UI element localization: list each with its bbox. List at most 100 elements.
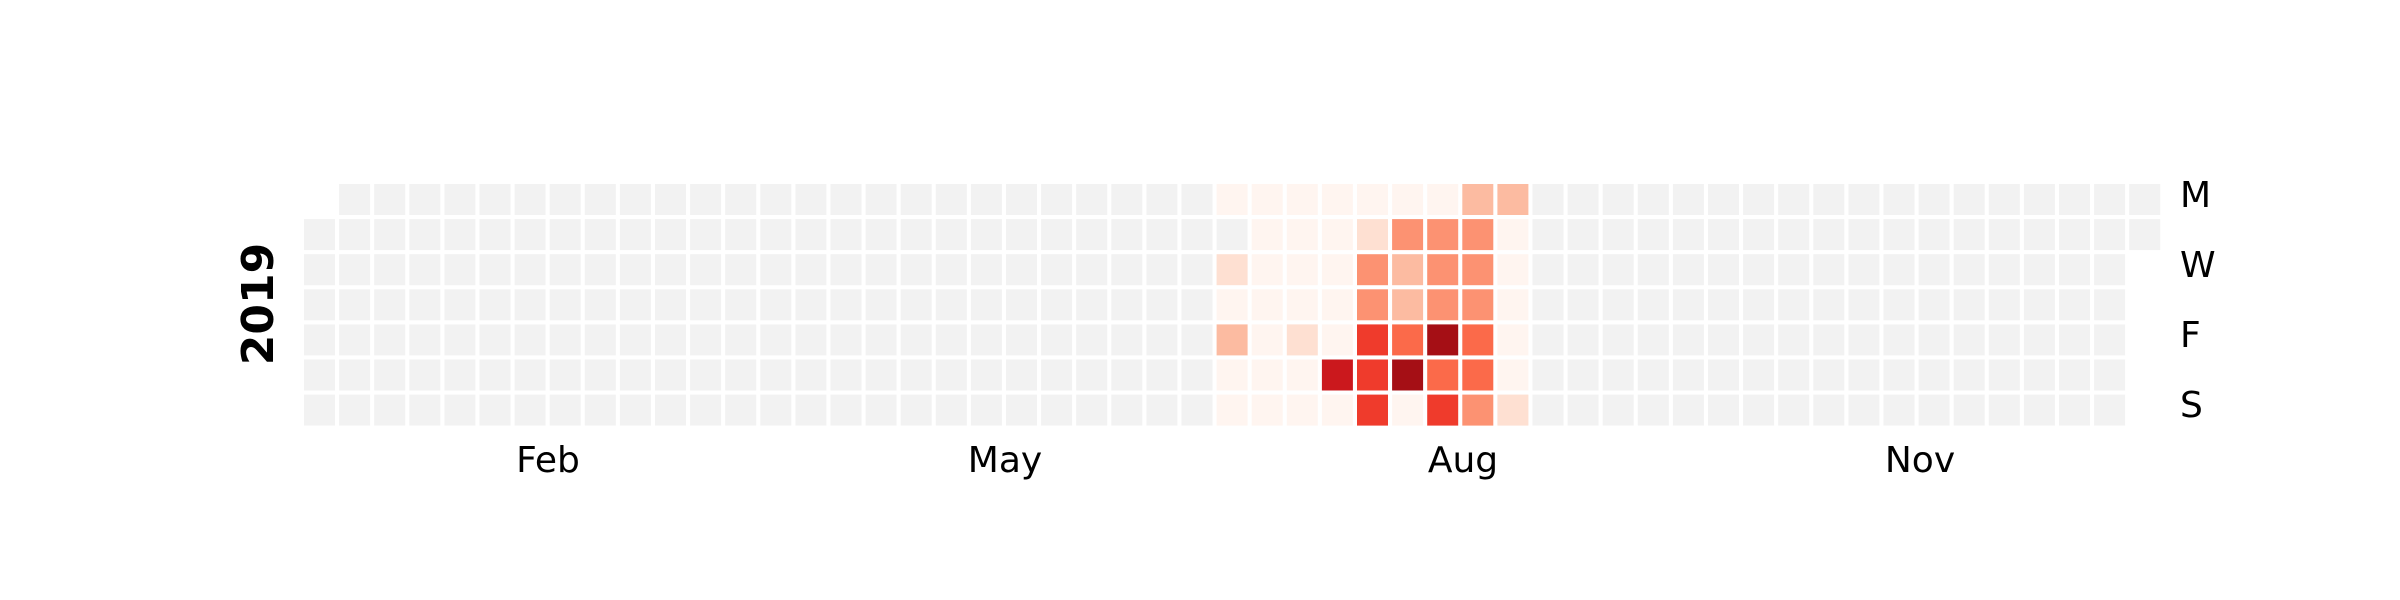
day-cell: [304, 219, 335, 250]
day-cell: [1638, 219, 1669, 250]
day-cell: [1848, 395, 1879, 426]
day-cell: [1076, 254, 1107, 285]
day-cell: [1919, 324, 1950, 355]
day-cell: [1006, 184, 1037, 215]
day-cell: [795, 254, 826, 285]
day-cell: [936, 360, 967, 391]
day-cell: [585, 219, 616, 250]
day-cell: [1989, 289, 2020, 320]
day-cell: [1954, 254, 1985, 285]
day-cell: [1848, 289, 1879, 320]
day-cell: [1322, 360, 1353, 391]
day-cell: [1462, 254, 1493, 285]
day-cell: [1041, 324, 1072, 355]
day-cell: [1111, 219, 1142, 250]
day-cell: [1638, 395, 1669, 426]
day-cell: [1919, 289, 1950, 320]
day-cell: [1954, 360, 1985, 391]
day-cell: [550, 219, 581, 250]
day-cell: [1252, 360, 1283, 391]
day-cell: [1427, 219, 1458, 250]
day-cell: [1884, 254, 1915, 285]
day-cell: [1989, 184, 2020, 215]
day-cell: [1427, 324, 1458, 355]
day-cell: [1603, 184, 1634, 215]
day-cell: [1778, 324, 1809, 355]
day-cell: [760, 324, 791, 355]
day-cell: [550, 289, 581, 320]
day-cell: [374, 395, 405, 426]
day-cell: [936, 395, 967, 426]
day-cell: [1322, 289, 1353, 320]
day-cell: [444, 360, 475, 391]
day-cell: [936, 289, 967, 320]
day-cell: [1427, 254, 1458, 285]
day-cell: [1392, 254, 1423, 285]
day-cell: [690, 254, 721, 285]
day-cell: [1568, 254, 1599, 285]
day-cell: [1182, 395, 1213, 426]
day-cell: [1041, 219, 1072, 250]
day-cell: [2094, 219, 2125, 250]
day-cell: [1497, 395, 1528, 426]
day-cell: [585, 324, 616, 355]
day-cell: [760, 360, 791, 391]
day-cell: [866, 324, 897, 355]
day-cell: [620, 254, 651, 285]
weekday-label-wednesday: W: [2180, 245, 2216, 286]
day-cell: [409, 324, 440, 355]
day-cell: [304, 395, 335, 426]
day-cell: [339, 395, 370, 426]
day-cell: [1392, 219, 1423, 250]
day-cell: [339, 360, 370, 391]
day-cell: [655, 184, 686, 215]
day-cell: [1533, 289, 1564, 320]
day-cell: [1182, 219, 1213, 250]
day-cell: [304, 289, 335, 320]
day-cell: [936, 254, 967, 285]
weekday-labels: M W F S: [2180, 175, 2216, 426]
day-cell: [1111, 360, 1142, 391]
day-cell: [795, 219, 826, 250]
day-cell: [444, 254, 475, 285]
day-cell: [444, 324, 475, 355]
day-cell: [1287, 360, 1318, 391]
day-cell: [866, 184, 897, 215]
day-cell: [690, 395, 721, 426]
day-cell: [1287, 254, 1318, 285]
day-cell: [1252, 219, 1283, 250]
day-cell: [1357, 219, 1388, 250]
day-cell: [1111, 254, 1142, 285]
day-cell: [1989, 219, 2020, 250]
day-cell: [1778, 184, 1809, 215]
day-cell: [1533, 395, 1564, 426]
day-cell: [1778, 219, 1809, 250]
day-cell: [1603, 219, 1634, 250]
day-cell: [2024, 289, 2055, 320]
day-cell: [1603, 324, 1634, 355]
day-cell: [1497, 184, 1528, 215]
month-label-feb: Feb: [516, 440, 580, 481]
day-cell: [795, 184, 826, 215]
day-cell: [901, 324, 932, 355]
day-cell: [795, 289, 826, 320]
day-cell: [1462, 324, 1493, 355]
day-cell: [1182, 254, 1213, 285]
day-cell: [1006, 289, 1037, 320]
day-cells: [304, 184, 2160, 426]
day-cell: [1006, 254, 1037, 285]
day-cell: [1708, 254, 1739, 285]
day-cell: [1392, 184, 1423, 215]
day-cell: [374, 289, 405, 320]
day-cell: [831, 254, 862, 285]
day-cell: [936, 219, 967, 250]
day-cell: [1743, 184, 1774, 215]
day-cell: [2059, 219, 2090, 250]
day-cell: [1322, 395, 1353, 426]
day-cell: [1919, 219, 1950, 250]
weekday-label-friday: F: [2180, 315, 2201, 356]
day-cell: [304, 360, 335, 391]
day-cell: [795, 324, 826, 355]
day-cell: [1217, 324, 1248, 355]
